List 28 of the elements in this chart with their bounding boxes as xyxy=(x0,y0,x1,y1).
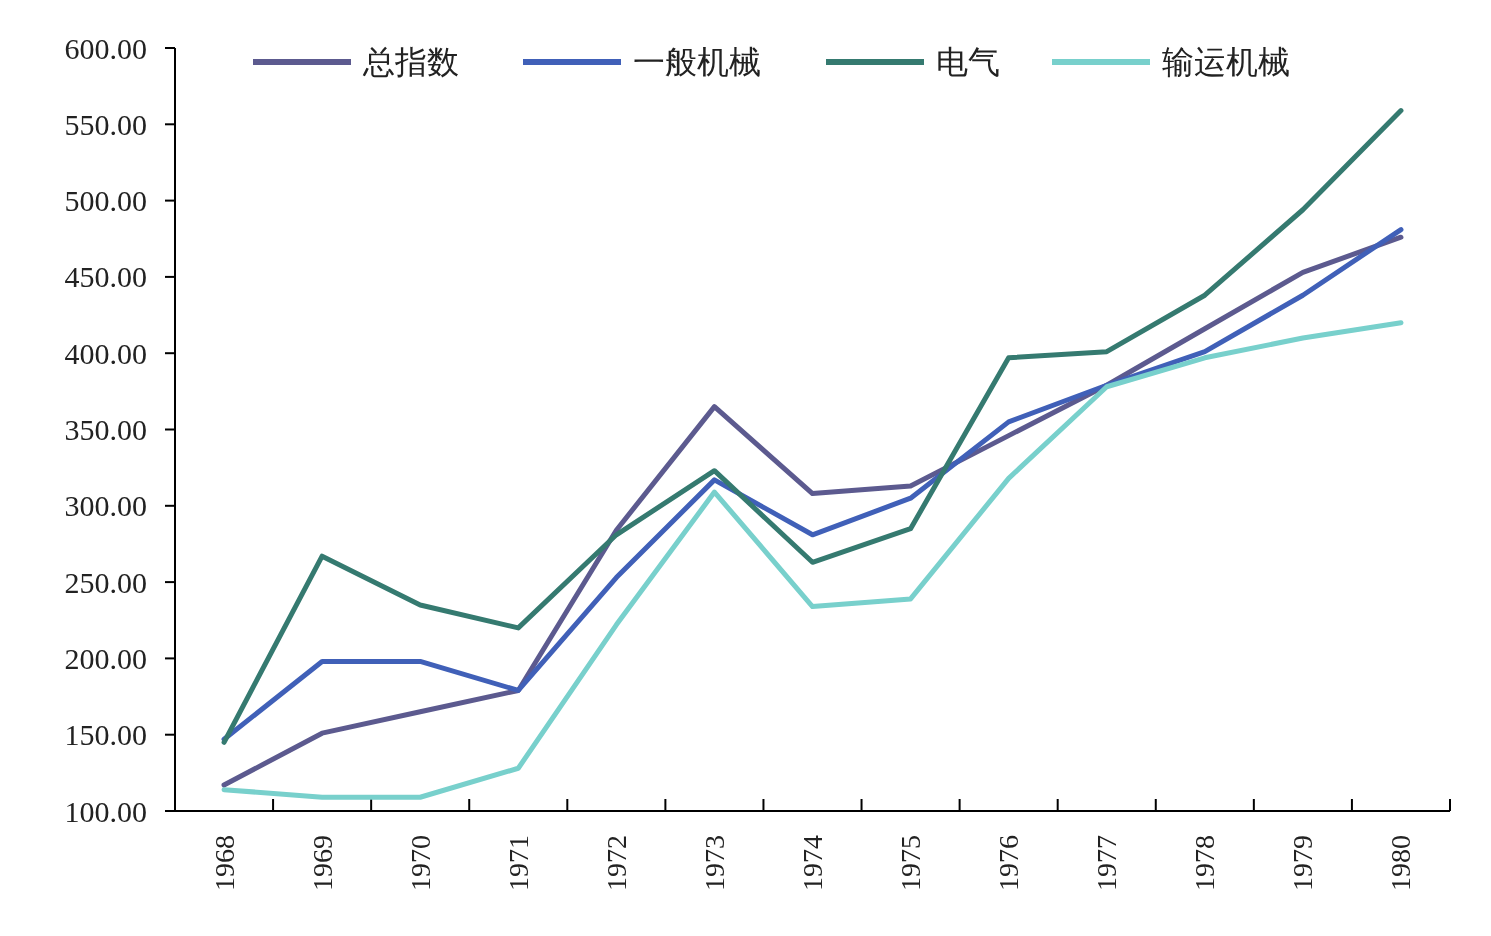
legend-label: 总指数 xyxy=(362,44,459,80)
x-tick-label: 1971 xyxy=(502,835,534,891)
y-tick-label: 350.00 xyxy=(64,413,147,446)
y-tick-label: 500.00 xyxy=(64,184,147,218)
y-tick-label: 150.00 xyxy=(64,718,147,752)
x-tick-label: 1972 xyxy=(600,835,632,891)
x-tick-label: 1978 xyxy=(1189,835,1221,891)
y-tick-label: 400.00 xyxy=(64,336,147,370)
y-tick-label: 100.00 xyxy=(64,794,147,828)
x-tick-label: 1970 xyxy=(404,835,436,891)
legend-label: 输运机械 xyxy=(1162,44,1290,80)
y-tick-label: 300.00 xyxy=(64,489,147,523)
x-tick-label: 1973 xyxy=(698,835,730,891)
y-tick-label: 600.00 xyxy=(64,31,147,65)
legend-label: 一般机械 xyxy=(633,44,761,80)
y-tick-label: 200.00 xyxy=(64,641,147,675)
x-tick-label: 1979 xyxy=(1287,835,1319,891)
x-tick-label: 1969 xyxy=(306,835,338,891)
y-tick-label: 550.00 xyxy=(64,107,147,141)
x-tick-label: 1980 xyxy=(1385,835,1417,891)
x-tick-label: 1974 xyxy=(797,835,828,891)
x-tick-label: 1975 xyxy=(895,835,927,891)
x-tick-label: 1968 xyxy=(208,835,240,891)
legend-label: 电气 xyxy=(936,44,1000,80)
x-tick-label: 1977 xyxy=(1091,835,1123,891)
y-tick-label: 250.00 xyxy=(64,565,147,599)
y-tick-label: 450.00 xyxy=(64,260,147,294)
x-tick-label: 1976 xyxy=(993,835,1025,891)
